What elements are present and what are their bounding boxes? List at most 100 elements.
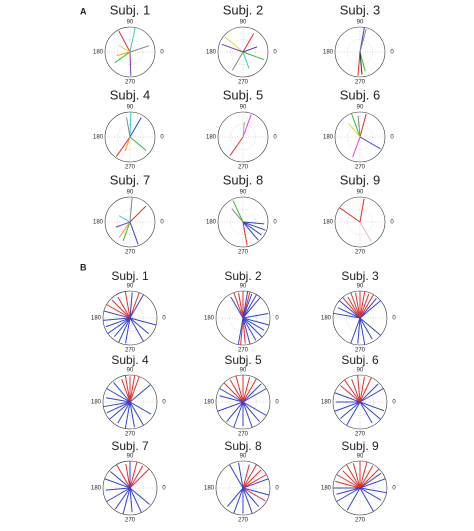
polar-rim bbox=[102, 290, 158, 346]
vector bbox=[357, 115, 361, 138]
vector bbox=[242, 221, 248, 246]
theta-tick-label: 90 bbox=[127, 368, 134, 374]
vector bbox=[229, 464, 244, 489]
vector bbox=[242, 378, 257, 403]
vector bbox=[115, 136, 131, 157]
theta-tick-label: 0 bbox=[275, 316, 279, 322]
vector bbox=[124, 401, 131, 429]
vector bbox=[129, 487, 133, 513]
vector bbox=[242, 33, 255, 53]
vector bbox=[242, 487, 253, 514]
vector bbox=[338, 300, 361, 319]
vector bbox=[226, 487, 244, 507]
vector bbox=[336, 474, 361, 489]
vector bbox=[235, 375, 244, 403]
vector bbox=[129, 205, 147, 223]
vector bbox=[346, 464, 361, 489]
vector bbox=[242, 313, 269, 319]
chart-title: Subj. 7 bbox=[110, 172, 150, 187]
panel-label: A bbox=[80, 6, 87, 16]
polar-rim bbox=[102, 374, 158, 430]
vector bbox=[104, 478, 131, 489]
vector bbox=[237, 317, 244, 345]
theta-tick-label: 90 bbox=[240, 190, 247, 196]
chart-title: Subj. 8 bbox=[223, 172, 263, 187]
vector bbox=[359, 113, 367, 138]
vector bbox=[334, 392, 361, 403]
vector bbox=[124, 291, 131, 319]
vector bbox=[124, 375, 131, 403]
vector bbox=[242, 317, 263, 338]
vector bbox=[355, 292, 361, 319]
theta-tick-label: 270 bbox=[355, 432, 366, 438]
vector bbox=[129, 294, 144, 319]
vector bbox=[242, 401, 267, 416]
vector bbox=[334, 401, 361, 412]
vector bbox=[230, 296, 244, 319]
vector bbox=[118, 221, 131, 238]
vector bbox=[359, 376, 365, 403]
vector bbox=[118, 45, 131, 53]
vector bbox=[115, 221, 131, 228]
vector bbox=[357, 317, 361, 344]
vector bbox=[359, 317, 373, 340]
vector bbox=[106, 401, 131, 414]
vector bbox=[242, 51, 250, 69]
vector bbox=[129, 487, 150, 505]
vector bbox=[242, 317, 265, 331]
theta-tick-label: 180 bbox=[204, 316, 215, 322]
vector bbox=[219, 388, 244, 403]
vector bbox=[242, 291, 249, 319]
vector bbox=[359, 487, 374, 512]
vector bbox=[242, 383, 262, 403]
theta-tick-label: 270 bbox=[355, 80, 366, 86]
theta-tick-label: 0 bbox=[392, 486, 396, 492]
theta-tick-label: 90 bbox=[357, 190, 364, 196]
theta-tick-label: 90 bbox=[357, 368, 364, 374]
vector bbox=[229, 136, 244, 156]
vector bbox=[117, 296, 131, 319]
vector bbox=[242, 464, 250, 489]
chart-title: Subj. 5 bbox=[223, 87, 263, 102]
vector bbox=[238, 462, 244, 489]
vector bbox=[242, 317, 270, 326]
vector bbox=[242, 221, 266, 231]
vector bbox=[124, 136, 131, 152]
vector bbox=[340, 401, 361, 419]
vector bbox=[359, 487, 382, 501]
theta-tick-label: 90 bbox=[127, 454, 134, 460]
theta-tick-label: 0 bbox=[275, 400, 279, 406]
theta-tick-label: 180 bbox=[206, 220, 217, 226]
theta-tick-label: 270 bbox=[355, 250, 366, 256]
theta-tick-label: 180 bbox=[91, 486, 102, 492]
vector bbox=[129, 292, 140, 319]
vector bbox=[359, 136, 381, 150]
theta-tick-label: 0 bbox=[273, 220, 277, 226]
vector bbox=[108, 401, 131, 420]
polar-rim bbox=[104, 26, 156, 78]
theta-tick-label: 180 bbox=[93, 50, 104, 56]
vector bbox=[242, 464, 257, 489]
theta-tick-label: 180 bbox=[91, 400, 102, 406]
vector bbox=[242, 317, 251, 345]
chart-title: Subj. 1 bbox=[111, 269, 149, 283]
vector bbox=[242, 377, 251, 403]
vector bbox=[342, 470, 361, 489]
vector bbox=[129, 401, 135, 428]
vector bbox=[242, 51, 265, 61]
vector bbox=[122, 487, 131, 515]
theta-tick-label: 0 bbox=[160, 50, 164, 56]
vector bbox=[359, 472, 382, 489]
vector bbox=[118, 215, 131, 223]
vector bbox=[242, 296, 261, 319]
vector bbox=[107, 317, 131, 334]
vector bbox=[359, 487, 387, 494]
vector bbox=[113, 382, 131, 403]
vector bbox=[231, 51, 244, 71]
theta-tick-label: 90 bbox=[240, 105, 247, 111]
vector bbox=[129, 136, 147, 152]
vector bbox=[129, 221, 139, 245]
theta-tick-label: 180 bbox=[206, 50, 217, 56]
theta-tick-label: 0 bbox=[275, 486, 279, 492]
